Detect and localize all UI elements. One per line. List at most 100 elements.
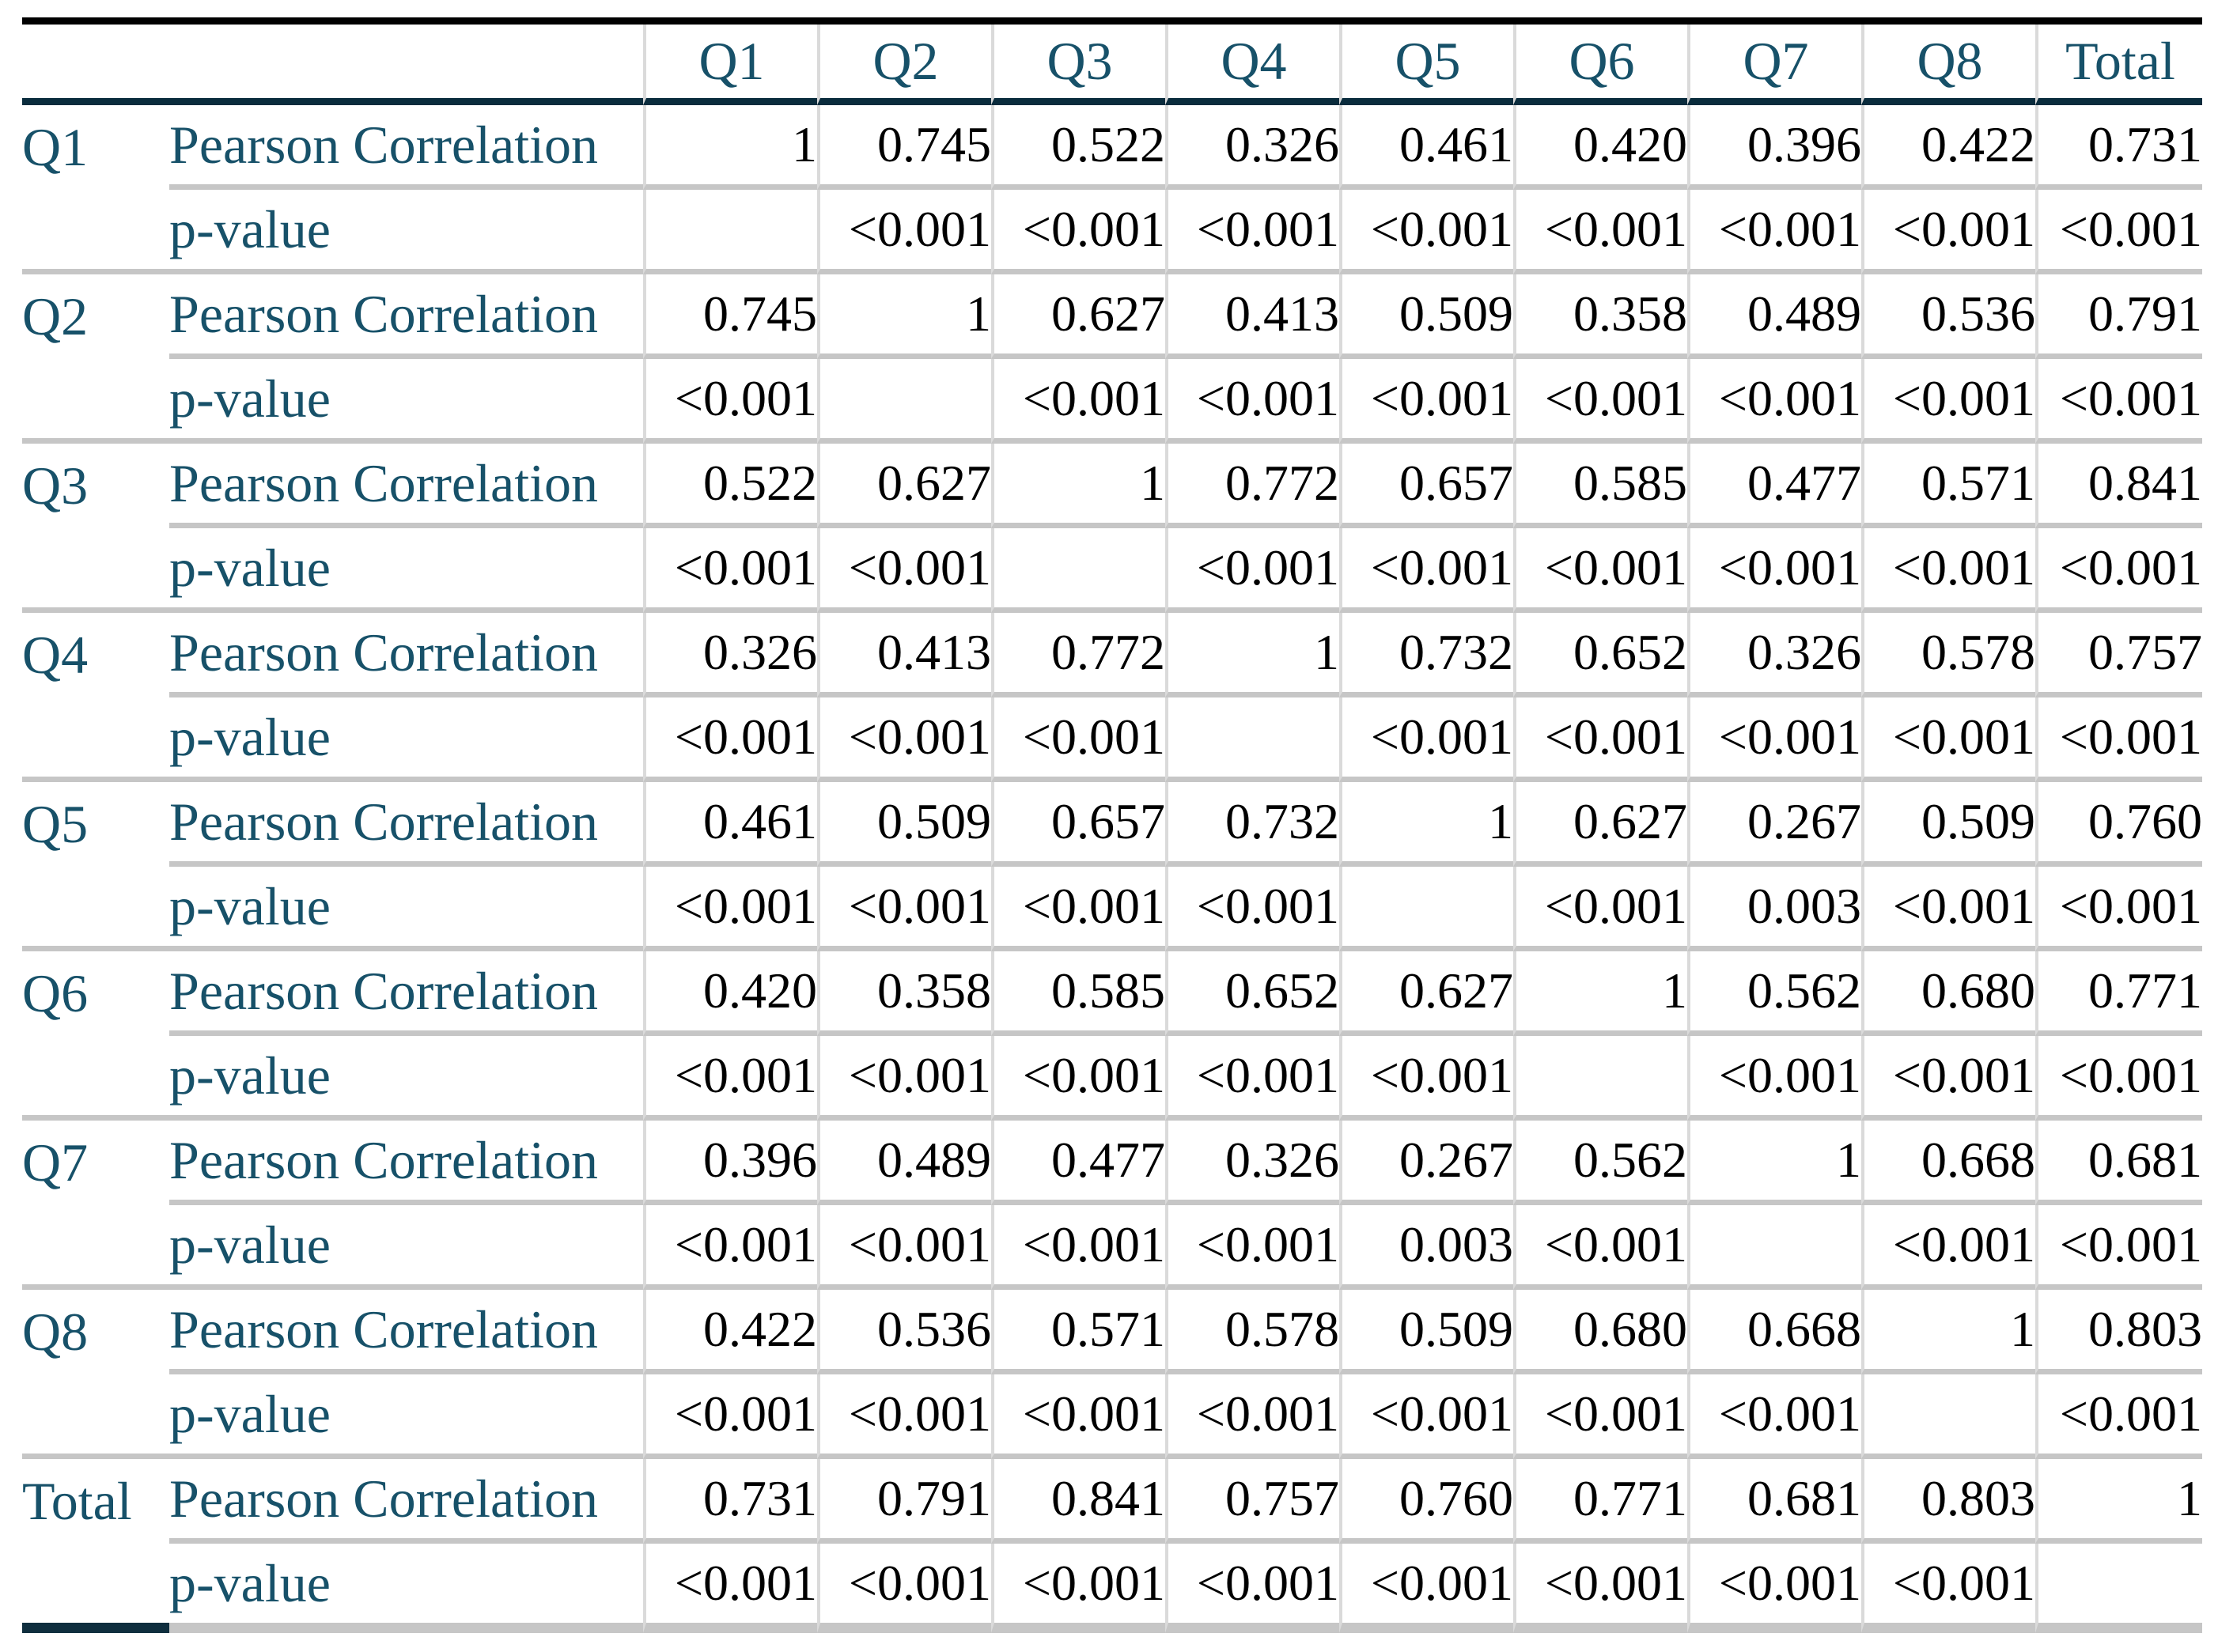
value-cell: <0.001 (2035, 697, 2202, 782)
value-cell: 0.461 (1339, 105, 1513, 190)
value-cell: 1 (1339, 782, 1513, 867)
value-cell: 0.760 (1339, 1459, 1513, 1544)
row-label: Q6 (22, 963, 89, 1023)
row-label: Q7 (22, 1132, 89, 1193)
value-cell: 0.420 (1513, 105, 1687, 190)
value-cell: 0.791 (2035, 274, 2202, 359)
value-cell: <0.001 (991, 1036, 1165, 1121)
table-row-q3-pvalue: p-value <0.001 <0.001 <0.001 <0.001 <0.0… (22, 528, 2202, 613)
stat-label-pvalue: p-value (169, 867, 643, 951)
stat-label-pearson: Pearson Correlation (169, 105, 643, 190)
value-cell: <0.001 (1861, 1036, 2035, 1121)
stat-label-pearson: Pearson Correlation (169, 274, 643, 359)
value-cell: 0.003 (1339, 1205, 1513, 1290)
value-cell: 1 (1687, 1121, 1861, 1205)
value-cell: 0.668 (1861, 1121, 2035, 1205)
column-header-q3: Q3 (991, 25, 1165, 105)
table-row-q2-pvalue: p-value <0.001 <0.001 <0.001 <0.001 <0.0… (22, 359, 2202, 444)
table-row-q3-pearson: Q3 Pearson Correlation 0.522 0.627 1 0.7… (22, 444, 2202, 528)
value-cell: 0.358 (1513, 274, 1687, 359)
row-label-empty (22, 190, 169, 274)
column-header-q6: Q6 (1513, 25, 1687, 105)
value-cell: <0.001 (1339, 1036, 1513, 1121)
row-label: Q1 (22, 117, 89, 177)
value-cell: <0.001 (1861, 697, 2035, 782)
value-cell: <0.001 (1513, 359, 1687, 444)
value-cell: 0.732 (1339, 613, 1513, 697)
value-cell: 0.627 (817, 444, 991, 528)
value-cell: 0.489 (817, 1121, 991, 1205)
value-cell: <0.001 (643, 1374, 817, 1459)
table-row-q8-pvalue: p-value <0.001 <0.001 <0.001 <0.001 <0.0… (22, 1374, 2202, 1459)
value-cell: <0.001 (1339, 528, 1513, 613)
value-cell: 0.745 (643, 274, 817, 359)
value-cell: <0.001 (2035, 528, 2202, 613)
value-cell: 0.757 (1165, 1459, 1339, 1544)
value-cell: <0.001 (643, 1205, 817, 1290)
table-row-q7-pvalue: p-value <0.001 <0.001 <0.001 <0.001 0.00… (22, 1205, 2202, 1290)
value-cell (1165, 697, 1339, 782)
value-cell: <0.001 (1165, 1544, 1339, 1633)
value-cell: <0.001 (1339, 697, 1513, 782)
column-header-q8: Q8 (1861, 25, 2035, 105)
value-cell: 0.396 (643, 1121, 817, 1205)
value-cell: 0.680 (1513, 1290, 1687, 1374)
value-cell: 0.571 (991, 1290, 1165, 1374)
value-cell: <0.001 (1339, 190, 1513, 274)
value-cell: 1 (817, 274, 991, 359)
value-cell: <0.001 (991, 190, 1165, 274)
row-label: Q4 (22, 625, 89, 685)
value-cell: <0.001 (1165, 528, 1339, 613)
stat-label-pearson: Pearson Correlation (169, 782, 643, 867)
value-cell: <0.001 (1513, 1544, 1687, 1633)
stat-label-pvalue: p-value (169, 1544, 643, 1633)
value-cell: 0.571 (1861, 444, 2035, 528)
stat-label-pearson: Pearson Correlation (169, 1290, 643, 1374)
stat-label-pearson: Pearson Correlation (169, 444, 643, 528)
value-cell: 0.791 (817, 1459, 991, 1544)
stat-label-pearson: Pearson Correlation (169, 951, 643, 1036)
value-cell: 0.326 (1165, 105, 1339, 190)
value-cell: 0.267 (1687, 782, 1861, 867)
value-cell: <0.001 (1513, 867, 1687, 951)
value-cell: 0.578 (1165, 1290, 1339, 1374)
value-cell (643, 190, 817, 274)
value-cell: 0.585 (991, 951, 1165, 1036)
row-label-empty (22, 1374, 169, 1459)
value-cell: 0.489 (1687, 274, 1861, 359)
value-cell: 0.841 (2035, 444, 2202, 528)
value-cell: 0.509 (1339, 1290, 1513, 1374)
value-cell: <0.001 (1165, 1036, 1339, 1121)
value-cell: <0.001 (1339, 1374, 1513, 1459)
value-cell: <0.001 (1339, 359, 1513, 444)
value-cell: <0.001 (817, 697, 991, 782)
row-label: Q5 (22, 794, 89, 854)
value-cell: 0.396 (1687, 105, 1861, 190)
row-label: Q3 (22, 456, 89, 516)
value-cell: <0.001 (1687, 1374, 1861, 1459)
value-cell: 1 (2035, 1459, 2202, 1544)
value-cell: <0.001 (1513, 697, 1687, 782)
value-cell: 0.326 (1165, 1121, 1339, 1205)
value-cell: 0.522 (991, 105, 1165, 190)
value-cell: <0.001 (1513, 1374, 1687, 1459)
row-label: Q8 (22, 1302, 89, 1362)
value-cell: 1 (1861, 1290, 2035, 1374)
row-label-empty (22, 1205, 169, 1290)
stat-label-pvalue: p-value (169, 359, 643, 444)
value-cell: <0.001 (1687, 1036, 1861, 1121)
value-cell: <0.001 (817, 1544, 991, 1633)
value-cell (1513, 1036, 1687, 1121)
value-cell: 0.731 (2035, 105, 2202, 190)
value-cell: 1 (991, 444, 1165, 528)
value-cell: <0.001 (1861, 190, 2035, 274)
value-cell: 0.422 (1861, 105, 2035, 190)
value-cell: <0.001 (2035, 190, 2202, 274)
value-cell (2035, 1544, 2202, 1633)
column-header-q7: Q7 (1687, 25, 1861, 105)
table-row-q8-pearson: Q8 Pearson Correlation 0.422 0.536 0.571… (22, 1290, 2202, 1374)
value-cell: 0.668 (1687, 1290, 1861, 1374)
stat-label-pvalue: p-value (169, 1205, 643, 1290)
value-cell: 0.803 (1861, 1459, 2035, 1544)
